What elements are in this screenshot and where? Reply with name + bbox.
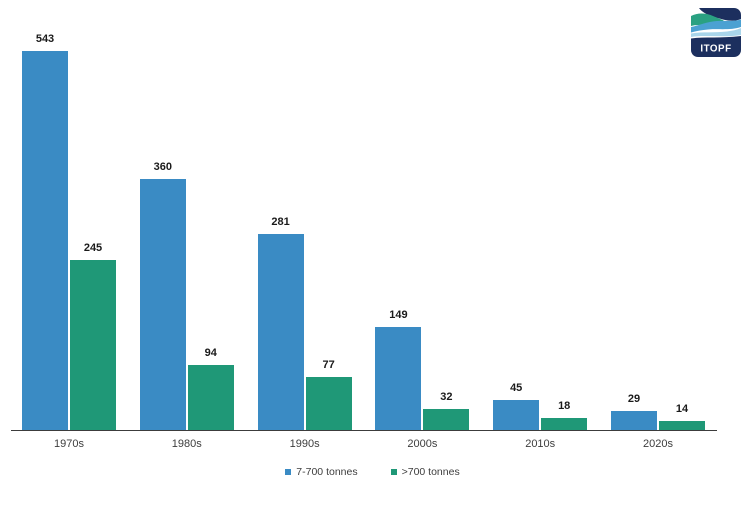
bar-1970s-small-spills bbox=[22, 51, 68, 431]
bar-2000s-large-spills bbox=[423, 408, 470, 431]
itopf-logo: ITOPF bbox=[691, 8, 741, 57]
bar-2010s-small-spills bbox=[493, 399, 540, 431]
value-label-2000s-small-spills: 149 bbox=[389, 308, 408, 321]
logo-lightblue-wave bbox=[691, 28, 741, 37]
value-label-1990s-small-spills: 281 bbox=[271, 216, 290, 229]
value-label-1980s-large-spills: 94 bbox=[204, 347, 217, 360]
value-label-2010s-small-spills: 45 bbox=[510, 381, 523, 394]
logo-bottom-block bbox=[691, 36, 741, 57]
x-axis-label-2020s: 2020s bbox=[643, 437, 673, 450]
logo-top-wave bbox=[699, 8, 741, 21]
legend-swatch-icon bbox=[390, 469, 397, 475]
itopf-logo-graphic: ITOPF bbox=[691, 8, 741, 57]
legend-label: 7-700 tonnes bbox=[296, 466, 358, 478]
bar-2020s-small-spills bbox=[611, 410, 657, 431]
bar-1990s-small-spills bbox=[257, 234, 304, 431]
legend-swatch-icon bbox=[285, 469, 292, 475]
bar-2000s-small-spills bbox=[375, 326, 422, 431]
value-label-2000s-large-spills: 32 bbox=[440, 390, 453, 403]
chart-legend: 7-700 tonnes >700 tonnes bbox=[0, 465, 745, 479]
x-axis-line bbox=[11, 430, 717, 431]
value-label-2020s-large-spills: 14 bbox=[675, 403, 689, 416]
bar-2010s-large-spills bbox=[541, 418, 588, 431]
legend-item-small-spills: 7-700 tonnes bbox=[285, 466, 358, 478]
x-axis-label-2010s: 2010s bbox=[525, 437, 556, 450]
logo-blue-wave bbox=[691, 19, 741, 33]
value-label-2020s-small-spills: 29 bbox=[627, 392, 641, 405]
bar-1970s-large-spills bbox=[70, 259, 116, 431]
legend-item-large-spills: >700 tonnes bbox=[390, 466, 460, 478]
value-label-1990s-large-spills: 77 bbox=[322, 359, 335, 372]
x-axis-label-1990s: 1990s bbox=[289, 437, 320, 450]
bar-1980s-large-spills bbox=[187, 365, 234, 431]
x-axis-label-1980s: 1980s bbox=[171, 437, 202, 450]
bar-1990s-large-spills bbox=[305, 377, 352, 431]
value-label-1970s-large-spills: 245 bbox=[83, 241, 103, 254]
value-label-1970s-small-spills: 543 bbox=[35, 33, 55, 45]
bar-2020s-large-spills bbox=[659, 421, 705, 431]
value-label-2010s-large-spills: 18 bbox=[558, 400, 571, 413]
legend-label: >700 tonnes bbox=[401, 466, 460, 478]
x-axis-label-1970s: 1970s bbox=[54, 437, 84, 450]
itopf-logo-text: ITOPF bbox=[700, 44, 731, 55]
value-label-1980s-small-spills: 360 bbox=[153, 161, 172, 174]
bar-1980s-small-spills bbox=[139, 179, 186, 431]
x-axis-label-2000s: 2000s bbox=[407, 437, 438, 450]
